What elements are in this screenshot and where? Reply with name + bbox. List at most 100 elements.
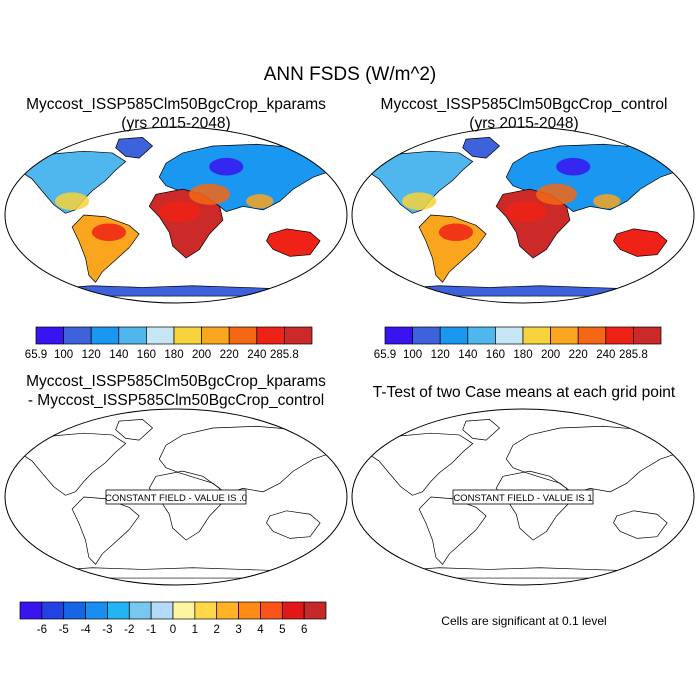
colorbar-abs-left-swatch	[90, 326, 120, 345]
field-blob-eurasia	[188, 183, 231, 205]
constant-field-box	[105, 489, 247, 505]
colorbar-diff-swatch	[85, 601, 108, 620]
colorbar-diff-swatch	[216, 601, 239, 620]
continent-eurasia	[505, 425, 682, 494]
colorbar-abs-left-swatch	[256, 326, 285, 345]
colorbar-abs-left-swatch	[284, 326, 313, 345]
continent-eurasia	[158, 425, 335, 494]
colorbar-diff-tick-label: 1	[192, 624, 198, 636]
colorbar-diff-tick-label: -5	[59, 624, 69, 636]
field-blob-namerica	[402, 192, 437, 211]
colorbar-diff-tick-label: -6	[37, 624, 47, 636]
field-blob-samerica	[91, 223, 127, 242]
colorbar-diff-tick-label: -3	[102, 624, 112, 636]
colorbar-abs-left-tick-label: 285.8	[270, 349, 299, 361]
colorbar-abs-right-tick-label: 200	[541, 349, 560, 361]
map-inner	[18, 419, 335, 579]
continent-australia	[613, 228, 668, 257]
colorbar-diff-tick-label: 0	[170, 624, 176, 636]
colorbar-abs-right-swatch	[605, 326, 634, 345]
panel-3-title-line-1: Myccost_ISSP585Clm50BgcCrop_kparams	[26, 373, 326, 390]
colorbar-abs-left-tick-label: 220	[220, 349, 239, 361]
continent-greenland	[115, 419, 154, 441]
continent-samerica	[71, 496, 140, 565]
colorbar-diff-tick-label: 4	[257, 624, 264, 636]
colorbar-diff-swatch	[128, 601, 152, 620]
colorbar-diff-tick-label: -4	[80, 624, 91, 636]
colorbar-diff-swatch	[63, 601, 86, 620]
colorbar-abs-left-tick-label: 240	[247, 349, 266, 361]
colorbar-abs-left-tick-label: 140	[109, 349, 128, 361]
colorbar-abs-right-tick-label: 240	[596, 349, 615, 361]
field-blob-africa	[505, 200, 547, 223]
colorbar-abs-right-swatch	[384, 326, 413, 345]
continent-antarctica	[25, 567, 327, 579]
continent-samerica	[418, 496, 487, 565]
colorbar-abs-right-tick-label: 140	[458, 349, 477, 361]
continent-namerica	[18, 150, 127, 214]
colorbar-abs-left-tick-label: 160	[137, 349, 156, 361]
map-border	[4, 126, 348, 304]
colorbar-diff-swatch	[107, 601, 130, 620]
continent-australia	[613, 510, 668, 539]
colorbar-diff-tick-label: 3	[235, 624, 241, 636]
colorbar-abs-first-label: 65.9	[25, 349, 47, 361]
colorbar-abs-left-tick-label: 100	[54, 349, 73, 361]
colorbar-diff-swatch	[41, 601, 65, 620]
colorbar-abs-left-swatch	[228, 326, 258, 345]
colorbar-abs-right-swatch	[550, 326, 579, 345]
panel-3-title-line-2: - Myccost_ISSP585Clm50BgcCrop_control	[27, 392, 325, 409]
constant-field-label: CONSTANT FIELD - VALUE IS 1	[453, 493, 592, 504]
significance-note: Cells are significant at 0.1 level	[441, 614, 607, 628]
colorbar-abs-left-swatch	[201, 326, 230, 345]
panel-4-title-line-1: T-Test of two Case means at each grid po…	[372, 384, 676, 401]
field-blob-eurasia	[556, 157, 591, 176]
colorbar-diff-swatch	[281, 601, 305, 620]
continent-australia	[266, 228, 321, 257]
colorbar-abs-right-tick-label: 100	[403, 349, 422, 361]
panel-3-title: Myccost_ISSP585Clm50BgcCrop_kparams - My…	[2, 372, 350, 410]
colorbar-abs-left-swatch	[35, 326, 64, 345]
colorbar-abs-first-label: 65.9	[374, 349, 396, 361]
field-blob-eurasia	[209, 157, 244, 176]
colorbar-abs-right-swatch	[467, 326, 496, 345]
colorbar-diff-swatch	[150, 601, 174, 620]
colorbar-abs-right-tick-label: 160	[486, 349, 505, 361]
colorbar-abs-right-swatch	[495, 326, 524, 345]
map-group	[351, 126, 695, 304]
colorbar-abs-right-swatch	[577, 326, 607, 345]
colorbar-abs-right-tick-label: 285.8	[619, 349, 648, 361]
colorbar-abs-left-swatch	[173, 326, 202, 345]
field-blob-eurasia	[246, 194, 274, 209]
field-blob-eurasia	[593, 194, 621, 209]
map-border	[351, 126, 695, 304]
continent-antarctica	[372, 567, 674, 579]
colorbar-abs-right-swatch	[412, 326, 441, 345]
colorbar-diff-swatch	[238, 601, 261, 620]
colorbar-abs-right-tick-label: 120	[431, 349, 450, 361]
colorbar-abs-left-swatch	[63, 326, 92, 345]
field-blob-eurasia	[535, 183, 578, 205]
colorbar-abs-right-swatch	[522, 326, 551, 345]
panel-4-title: T-Test of two Case means at each grid po…	[350, 383, 698, 402]
map-border	[4, 408, 348, 586]
colorbar-abs-right-swatch	[439, 326, 469, 345]
colorbar-abs-left-swatch	[118, 326, 147, 345]
continent-namerica	[365, 150, 474, 214]
continent-greenland	[462, 137, 501, 159]
map-group: CONSTANT FIELD - VALUE IS 1	[351, 408, 695, 586]
panel-2-title-line-1: Myccost_ISSP585Clm50BgcCrop_control	[380, 96, 668, 113]
continent-namerica	[365, 432, 474, 496]
panel-1-title-line-1: Myccost_ISSP585Clm50BgcCrop_kparams	[26, 96, 326, 113]
field-blob-samerica	[438, 223, 474, 242]
colorbar-diff-swatch	[194, 601, 218, 620]
colorbar-diff-swatch	[260, 601, 283, 620]
colorbar-abs-left-swatch	[146, 326, 175, 345]
colorbar-diff-tick-label: 6	[301, 624, 307, 636]
colorbar-abs-right-tick-label: 180	[513, 349, 532, 361]
map-group: CONSTANT FIELD - VALUE IS .0	[4, 408, 348, 586]
colorbar-diff-swatch	[303, 601, 327, 620]
colorbar-abs-left-tick-label: 120	[82, 349, 101, 361]
